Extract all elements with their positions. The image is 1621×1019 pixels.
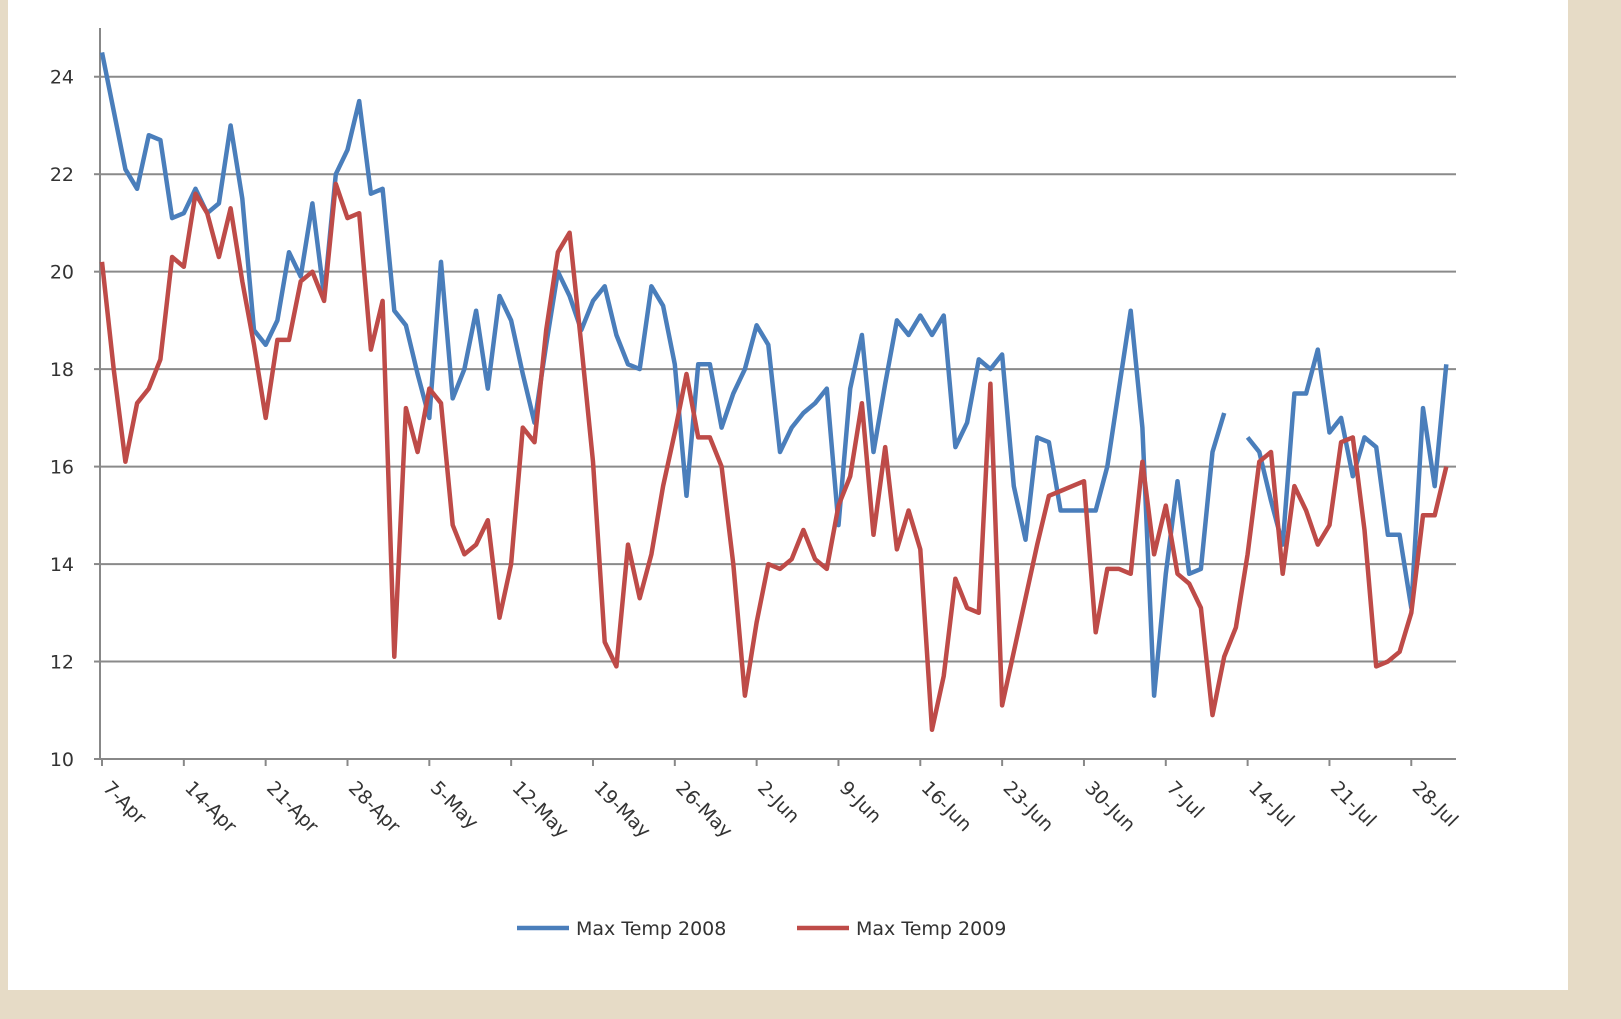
y-tick-label: 16 <box>50 457 74 479</box>
y-tick-label: 10 <box>50 749 74 771</box>
legend-label: Max Temp 2008 <box>576 918 726 940</box>
series-line <box>99 181 1449 733</box>
y-tick-label: 22 <box>50 164 74 186</box>
y-tick-label: 24 <box>50 67 74 89</box>
y-tick-label: 14 <box>50 554 74 576</box>
legend-label: Max Temp 2009 <box>856 918 1006 940</box>
y-tick-label: 20 <box>50 262 74 284</box>
y-tick-label: 18 <box>50 359 74 381</box>
y-tick-label: 12 <box>50 652 74 674</box>
chart-panel <box>8 0 1568 990</box>
